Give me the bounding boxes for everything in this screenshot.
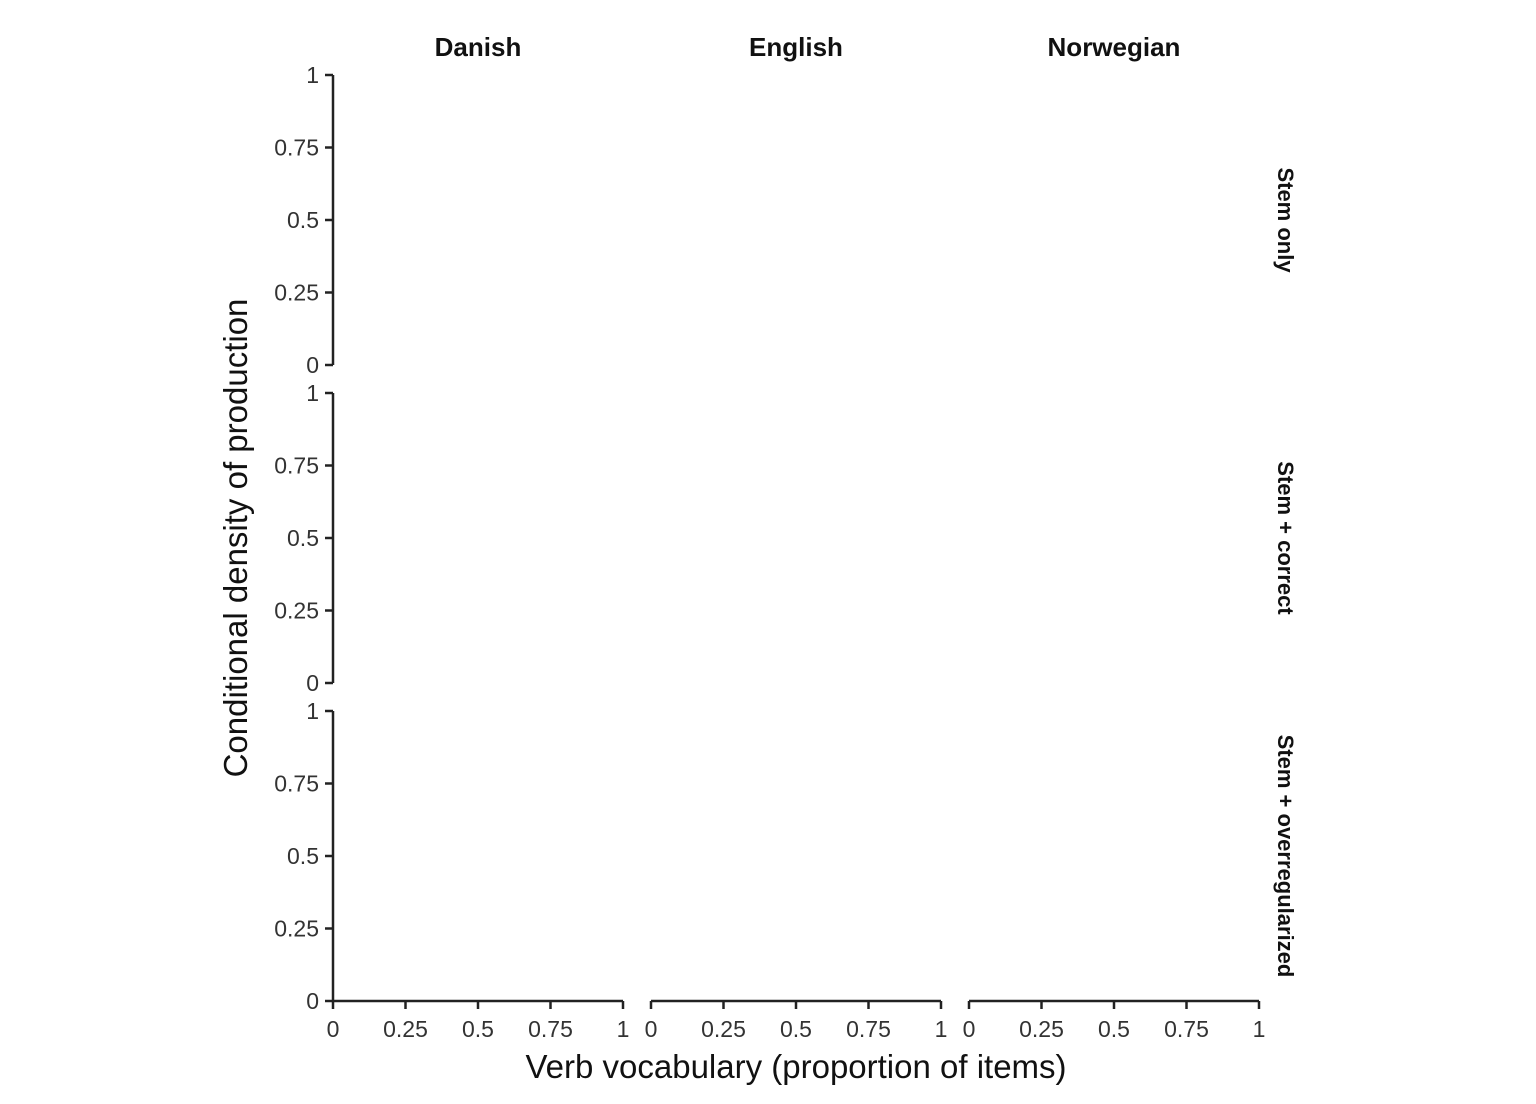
- y-tick-label: 1: [306, 62, 319, 88]
- y-tick-label: 0.5: [287, 525, 319, 551]
- y-tick-label: 0: [306, 988, 319, 1014]
- facet-row-labels: Stem only Stem + correct Stem + overregula…: [1273, 167, 1298, 977]
- y-tick-label: 0.75: [274, 771, 319, 797]
- facet-row-label-3: Stem + overregularized: [1273, 735, 1298, 978]
- y-tick-label: 0.25: [274, 916, 319, 942]
- x-tick-label: 0.25: [383, 1016, 428, 1042]
- x-tick-label: 0.25: [1019, 1016, 1064, 1042]
- facet-label-english: English: [749, 32, 843, 62]
- y-tick-label: 0.25: [274, 598, 319, 624]
- x-tick-label: 0: [963, 1016, 976, 1042]
- y-tick-label: 0.25: [274, 280, 319, 306]
- facet-row-label-2: Stem + correct: [1273, 461, 1298, 615]
- y-tick-label: 0.75: [274, 135, 319, 161]
- facet-label-danish: Danish: [435, 32, 522, 62]
- y-tick-label: 0: [306, 352, 319, 378]
- x-tick-label: 1: [935, 1016, 948, 1042]
- x-tick-label: 0.5: [1098, 1016, 1130, 1042]
- x-tick-label: 0.25: [701, 1016, 746, 1042]
- x-tick-label: 0.5: [780, 1016, 812, 1042]
- x-axis-title: Verb vocabulary (proportion of items): [525, 1048, 1066, 1085]
- facet-row-label-1: Stem only: [1273, 167, 1298, 273]
- y-axis-title: Conditional density of production: [217, 299, 254, 778]
- y-tick-label: 0.5: [287, 207, 319, 233]
- y-tick-label: 0.75: [274, 453, 319, 479]
- x-tick-label: 0.75: [528, 1016, 573, 1042]
- y-tick-label: 0.5: [287, 843, 319, 869]
- x-tick-label: 0.75: [1164, 1016, 1209, 1042]
- x-tick-label: 0.5: [462, 1016, 494, 1042]
- facet-column-labels: Danish English Norwegian: [435, 32, 1181, 62]
- x-tick-label: 0.75: [846, 1016, 891, 1042]
- y-tick-label: 1: [306, 380, 319, 406]
- y-tick-label: 0: [306, 670, 319, 696]
- x-tick-label: 1: [617, 1016, 630, 1042]
- x-tick-label: 0: [327, 1016, 340, 1042]
- x-axes: 0 0.25 0.5 0.75 1 0 0.25 0.5 0.75 1 0 0.25 0.5 0.75 1: [327, 999, 1266, 1042]
- y-tick-label: 1: [306, 698, 319, 724]
- x-tick-label: 0: [645, 1016, 658, 1042]
- x-tick-label: 1: [1253, 1016, 1266, 1042]
- facet-label-norwegian: Norwegian: [1048, 32, 1181, 62]
